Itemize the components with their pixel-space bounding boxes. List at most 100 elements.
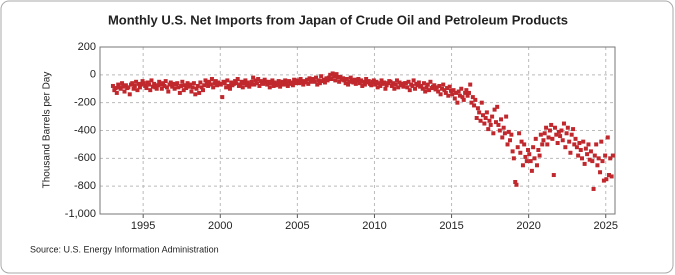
data-point (197, 90, 202, 95)
data-point (203, 78, 208, 83)
data-point (218, 82, 223, 87)
data-point (501, 125, 506, 130)
plot-area (99, 46, 616, 215)
data-point (209, 77, 214, 82)
data-point (392, 86, 397, 91)
data-point (175, 81, 180, 86)
data-point (190, 85, 195, 90)
data-point (495, 104, 500, 109)
data-point (568, 150, 573, 155)
data-point (238, 82, 243, 87)
data-point (150, 84, 155, 89)
data-point (541, 138, 546, 143)
data-point (148, 88, 153, 93)
data-point (452, 96, 457, 101)
data-point (433, 87, 438, 92)
data-point (486, 127, 491, 132)
data-point (362, 82, 367, 87)
data-point (198, 80, 203, 85)
data-point (397, 80, 402, 85)
data-point (276, 79, 281, 84)
data-point (285, 83, 290, 88)
data-point (379, 78, 384, 83)
data-point (411, 78, 416, 83)
data-point (582, 161, 587, 166)
data-point (374, 79, 379, 84)
data-point (389, 83, 394, 88)
data-point (606, 173, 611, 178)
data-point (134, 79, 139, 84)
data-point (474, 115, 479, 120)
data-point (561, 121, 566, 126)
data-point (439, 86, 444, 91)
data-point (314, 75, 319, 80)
data-point (162, 83, 167, 88)
data-point (132, 83, 137, 88)
data-point (329, 77, 334, 82)
data-point (460, 95, 465, 100)
data-point (321, 77, 326, 82)
data-point (213, 79, 218, 84)
x-tick-label: 2015 (439, 220, 463, 232)
data-point (511, 156, 516, 161)
data-point (191, 81, 196, 86)
data-point (465, 93, 470, 98)
data-point (528, 159, 533, 164)
data-point (208, 82, 213, 87)
data-point (610, 153, 615, 158)
data-point (118, 86, 123, 91)
data-point (319, 74, 324, 79)
data-point (126, 85, 131, 90)
data-point (338, 74, 343, 79)
data-point (120, 81, 125, 86)
data-point (337, 79, 342, 84)
data-point (248, 82, 253, 87)
data-point (448, 88, 453, 93)
data-point (114, 90, 119, 95)
data-point (406, 79, 411, 84)
data-point (179, 83, 184, 88)
data-point (596, 156, 601, 161)
data-point (147, 82, 152, 87)
data-point (553, 125, 558, 130)
data-point (353, 81, 358, 86)
data-point (457, 93, 462, 98)
data-point (257, 83, 262, 88)
data-point (451, 88, 456, 93)
data-point (555, 141, 560, 146)
data-point (522, 142, 527, 147)
data-point (603, 153, 608, 158)
data-point (504, 114, 509, 119)
data-point (240, 85, 245, 90)
data-point (357, 81, 362, 86)
x-tick-label: 1995 (131, 220, 155, 232)
data-point (280, 79, 285, 84)
data-point (472, 103, 477, 108)
data-point (121, 84, 126, 89)
data-point (463, 90, 468, 95)
data-point (560, 138, 565, 143)
data-point (477, 110, 482, 115)
data-point (130, 81, 135, 86)
data-point (140, 79, 145, 84)
data-point (342, 78, 347, 83)
data-point (481, 113, 486, 118)
data-point (297, 81, 302, 86)
data-point (306, 81, 311, 86)
data-point (492, 107, 497, 112)
data-point (123, 83, 128, 88)
data-point (328, 72, 333, 77)
data-point (563, 145, 568, 150)
data-point (185, 81, 190, 86)
data-point (573, 136, 578, 141)
data-point (324, 76, 329, 81)
data-point (454, 90, 459, 95)
data-point (155, 83, 160, 88)
data-point (289, 80, 294, 85)
data-point (401, 84, 406, 89)
data-point (403, 81, 408, 86)
data-point (168, 80, 173, 85)
data-point (251, 75, 256, 80)
data-point (527, 152, 532, 157)
